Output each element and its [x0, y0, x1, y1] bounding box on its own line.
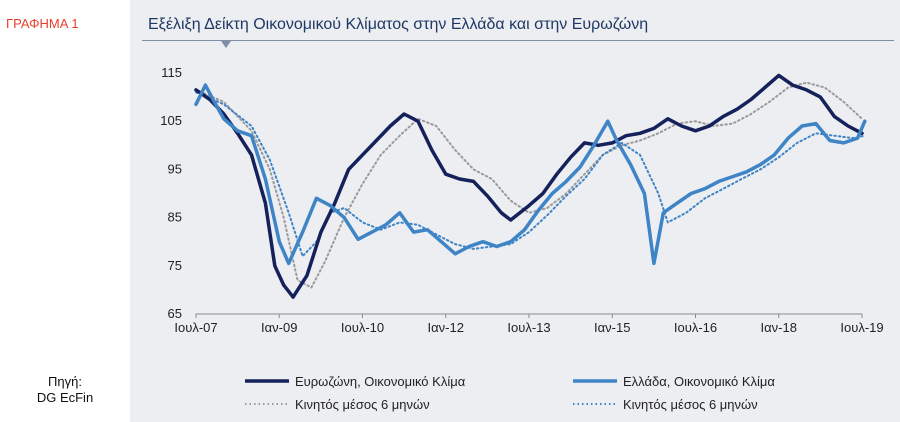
y-tick-label: 85 [168, 210, 182, 225]
series-line-0 [194, 73, 864, 299]
x-tick-label: Ιουλ-19 [840, 320, 883, 335]
y-tick-label: 75 [168, 258, 182, 273]
y-tick-label: 65 [168, 306, 182, 321]
source-label: Πηγή: [48, 374, 82, 389]
x-tick-label: Ιουλ-10 [341, 320, 384, 335]
source-value: DG EcFin [36, 390, 94, 405]
source-note: Πηγή: DG EcFin [0, 374, 130, 406]
x-tick-label: Ιαν-09 [261, 320, 297, 335]
figure-label: ΓΡΑΦΗΜΑ 1 [6, 16, 79, 31]
y-tick-label: 105 [160, 113, 182, 128]
y-tick-label: 115 [161, 65, 182, 80]
series-line-2 [195, 81, 863, 289]
y-tick-label: 95 [168, 161, 182, 176]
legend-label: Ελλάδα, Οικονομικό Κλίμα [623, 374, 775, 389]
title-marker [221, 41, 231, 48]
legend-label: Κινητός μέσος 6 μηνών [623, 397, 758, 412]
x-tick-label: Ιουλ-07 [174, 320, 217, 335]
x-tick-label: Ιαν-18 [761, 320, 797, 335]
x-tick-label: Ιαν-15 [594, 320, 630, 335]
series-line-3 [195, 91, 866, 258]
sidebar: ΓΡΑΦΗΜΑ 1 Πηγή: DG EcFin [0, 0, 130, 422]
chart-panel [130, 0, 900, 422]
chart-title: Εξέλιξη Δείκτη Οικονομικού Κλίματος στην… [148, 16, 649, 33]
x-tick-label: Ιαν-12 [428, 320, 464, 335]
series-line-1 [194, 83, 867, 266]
legend-label: Κινητός μέσος 6 μηνών [295, 397, 430, 412]
title-rule [142, 40, 894, 41]
x-tick-label: Ιουλ-16 [674, 320, 717, 335]
legend-label: Ευρωζώνη, Οικονομικό Κλίμα [295, 374, 466, 389]
x-tick-label: Ιουλ-13 [507, 320, 550, 335]
